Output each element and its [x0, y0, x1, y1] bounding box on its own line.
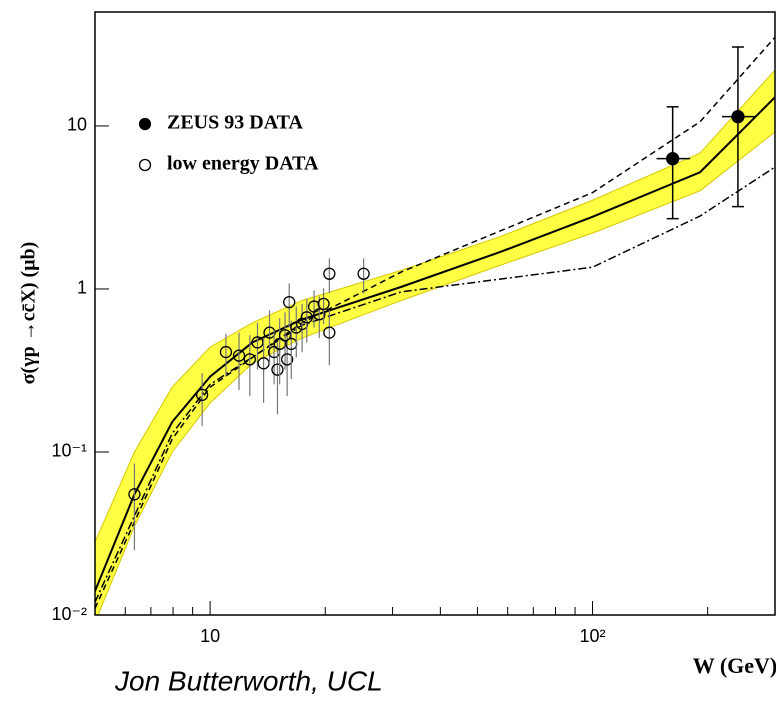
- theory-curve: [95, 166, 775, 603]
- data-point: [128, 488, 141, 501]
- data-point: [219, 345, 233, 359]
- data-point: [317, 297, 330, 311]
- data-point: [280, 353, 294, 366]
- plot-area: [95, 36, 775, 615]
- y-tick-label: 1: [77, 278, 87, 298]
- uncertainty-band: [95, 69, 775, 615]
- legend-marker: [138, 158, 152, 172]
- data-point: [195, 388, 209, 402]
- x-tick-label: 10: [200, 626, 220, 646]
- legend-label: low energy DATA: [167, 153, 319, 175]
- data-point: [313, 308, 326, 321]
- y-tick-label: 10⁻¹: [51, 441, 87, 461]
- data-point: [243, 353, 256, 366]
- y-axis-label: σ(γp →cc̄X) (μb): [18, 242, 40, 385]
- data-point: [323, 267, 336, 280]
- data-point: [666, 152, 680, 166]
- data-point: [357, 267, 370, 280]
- data-point: [323, 326, 336, 339]
- legend-label: ZEUS 93 DATA: [167, 112, 304, 134]
- data-point: [271, 363, 284, 376]
- data-point: [263, 326, 276, 339]
- data-point: [251, 336, 264, 349]
- data-point: [731, 110, 745, 124]
- data-point: [232, 349, 246, 362]
- data-point: [278, 329, 292, 342]
- data-point: [300, 311, 313, 324]
- y-tick-label: 10⁻²: [51, 604, 87, 624]
- y-tick-label: 10: [67, 115, 87, 135]
- x-axis-label: W (GeV): [693, 653, 776, 678]
- plot-frame: [94, 11, 776, 616]
- legend-marker: [138, 117, 152, 131]
- footer: Jon Butterworth, UCL: [114, 665, 383, 696]
- x-tick-label: 10²: [580, 626, 606, 646]
- data-point: [295, 317, 309, 331]
- data-point: [283, 296, 296, 309]
